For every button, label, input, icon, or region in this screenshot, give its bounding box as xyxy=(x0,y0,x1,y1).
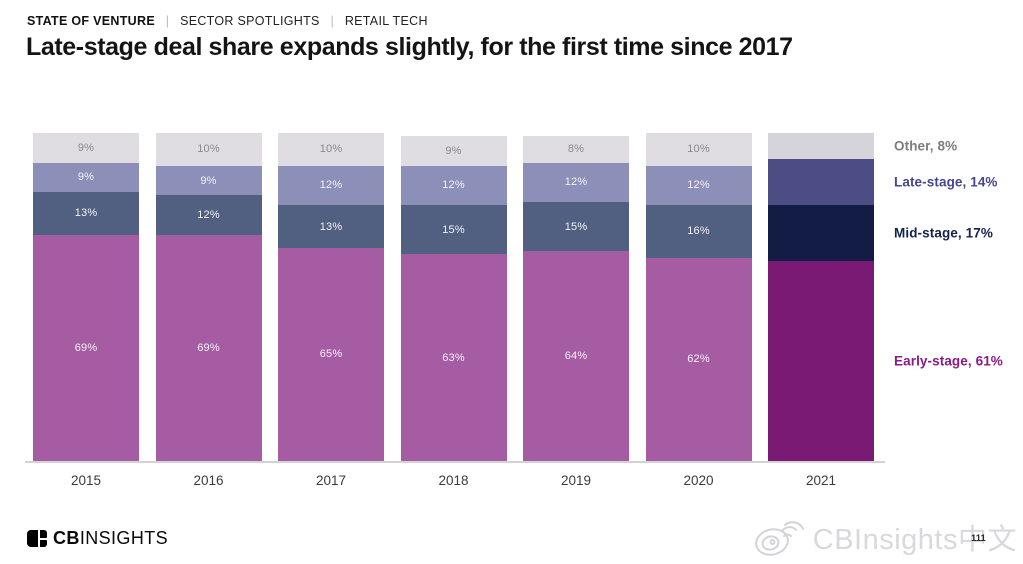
bar-2019: 64% 15% 12% 8% xyxy=(523,133,629,461)
segment-late-stage-2017: 12% xyxy=(278,165,384,206)
segment-early-stage-2016: 69% xyxy=(155,234,262,461)
cbinsights-logo-text: CBINSIGHTS xyxy=(53,528,168,549)
segment-value-label: 10% xyxy=(197,143,220,156)
segment-value-label: 12% xyxy=(687,179,710,192)
segment-value-label: 69% xyxy=(74,341,98,354)
segment-other-2016: 10% xyxy=(155,133,262,166)
series-label-early-stage: Early-stage, 61% xyxy=(894,353,1003,369)
segment-other-2018: 9% xyxy=(400,136,507,166)
bar-2018: 63% 15% 12% 9% xyxy=(400,133,507,461)
cbinsights-logo-icon xyxy=(27,530,47,547)
page-number: 111 xyxy=(971,533,986,544)
x-axis-label-2018: 2018 xyxy=(438,473,469,488)
watermark-text: CBInsights中文 xyxy=(812,524,1017,556)
bar-2017: 65% 13% 12% 10% xyxy=(278,133,384,461)
segment-mid-stage-2016: 12% xyxy=(155,195,262,235)
separator: | xyxy=(165,14,170,28)
segment-value-label: 12% xyxy=(197,209,220,221)
segment-value-label: 69% xyxy=(197,341,220,354)
segment-value-label: 15% xyxy=(442,223,465,236)
segment-value-label: 64% xyxy=(564,350,588,363)
segment-late-stage-2016: 9% xyxy=(155,165,262,196)
segment-value-label: 12% xyxy=(442,179,465,192)
segment-value-label: 62% xyxy=(687,353,710,366)
segment-late-stage-2015: 9% xyxy=(33,162,139,193)
segment-other-2017: 10% xyxy=(278,133,384,166)
bar-2020: 62% 16% 12% 10% xyxy=(645,133,752,461)
segment-value-label: 65% xyxy=(319,348,343,361)
eyebrow-state-of-venture: STATE OF VENTURE xyxy=(27,14,155,28)
stacked-bar-chart: 69% 13% 9% 9% 69% 12% 9% 10% 65% 13% 12% 10% 63% 15% 1… xyxy=(25,133,1023,503)
segment-late-stage-2019: 12% xyxy=(523,162,629,202)
segment-mid-stage-2020: 16% xyxy=(645,205,752,258)
segment-value-label: 10% xyxy=(687,143,710,156)
segment-mid-stage-2018: 15% xyxy=(400,205,507,255)
segment-value-label: 9% xyxy=(77,171,95,184)
segment-value-label: 16% xyxy=(687,225,710,238)
segment-value-label: 9% xyxy=(200,174,217,187)
segment-early-stage-2020: 62% xyxy=(645,257,752,461)
logo-text-cb: CB xyxy=(53,528,80,548)
segment-value-label: 12% xyxy=(319,179,343,192)
eyebrow-sector-spotlights: SECTOR SPOTLIGHTS xyxy=(180,14,320,28)
cbinsights-logo: CBINSIGHTS xyxy=(27,528,168,549)
x-axis-label-2021: 2021 xyxy=(805,473,837,488)
bar-2015: 69% 13% 9% 9% xyxy=(33,133,139,461)
segment-early-stage-2017: 65% xyxy=(278,247,384,461)
bar-2016: 69% 12% 9% 10% xyxy=(155,133,262,461)
segment-other-2015: 9% xyxy=(33,133,139,163)
x-axis-label-2020: 2020 xyxy=(683,473,714,488)
bar-2021 xyxy=(768,133,874,461)
page-title: Late-stage deal share expands slightly, … xyxy=(26,33,793,61)
segment-value-label: 15% xyxy=(564,220,588,233)
watermark: CBInsights中文 xyxy=(751,514,1017,560)
segment-early-stage-2018: 63% xyxy=(400,254,507,461)
segment-mid-stage-2019: 15% xyxy=(523,201,629,252)
segment-value-label: 10% xyxy=(319,143,343,156)
segment-other-2020: 10% xyxy=(645,133,752,166)
x-axis-line xyxy=(25,461,885,463)
x-axis-label-2017: 2017 xyxy=(315,473,347,488)
segment-mid-stage-2021 xyxy=(768,205,874,261)
segment-other-2021 xyxy=(768,133,874,160)
x-axis-label-2016: 2016 xyxy=(193,473,224,488)
segment-late-stage-2018: 12% xyxy=(400,165,507,206)
separator: | xyxy=(330,14,335,28)
segment-mid-stage-2017: 13% xyxy=(278,205,384,248)
segment-early-stage-2019: 64% xyxy=(523,251,629,461)
segment-late-stage-2021 xyxy=(768,159,874,206)
segment-early-stage-2021 xyxy=(768,260,874,461)
segment-value-label: 13% xyxy=(74,207,98,220)
segment-value-label: 9% xyxy=(77,141,95,154)
weibo-icon xyxy=(754,521,804,556)
series-label-other: Other, 8% xyxy=(894,138,958,154)
segment-late-stage-2020: 12% xyxy=(645,165,752,206)
segment-value-label: 13% xyxy=(319,220,343,233)
segment-mid-stage-2015: 13% xyxy=(33,192,139,235)
eyebrow-retail-tech: RETAIL TECH xyxy=(344,14,428,28)
series-label-late-stage: Late-stage, 14% xyxy=(894,174,998,190)
segment-value-label: 8% xyxy=(567,143,585,156)
logo-text-insights: INSIGHTS xyxy=(79,528,169,548)
segment-value-label: 63% xyxy=(442,351,465,364)
segment-value-label: 9% xyxy=(445,145,462,158)
x-axis-label-2019: 2019 xyxy=(560,473,592,488)
breadcrumb: STATE OF VENTURE | SECTOR SPOTLIGHTS | R… xyxy=(27,14,428,28)
segment-value-label: 12% xyxy=(564,176,588,189)
segment-early-stage-2015: 69% xyxy=(33,234,139,461)
plot-area: 69% 13% 9% 9% 69% 12% 9% 10% 65% 13% 12% 10% 63% 15% 1… xyxy=(33,133,1003,461)
segment-other-2019: 8% xyxy=(523,136,629,163)
series-label-mid-stage: Mid-stage, 17% xyxy=(894,225,993,241)
x-axis-label-2015: 2015 xyxy=(70,473,102,488)
